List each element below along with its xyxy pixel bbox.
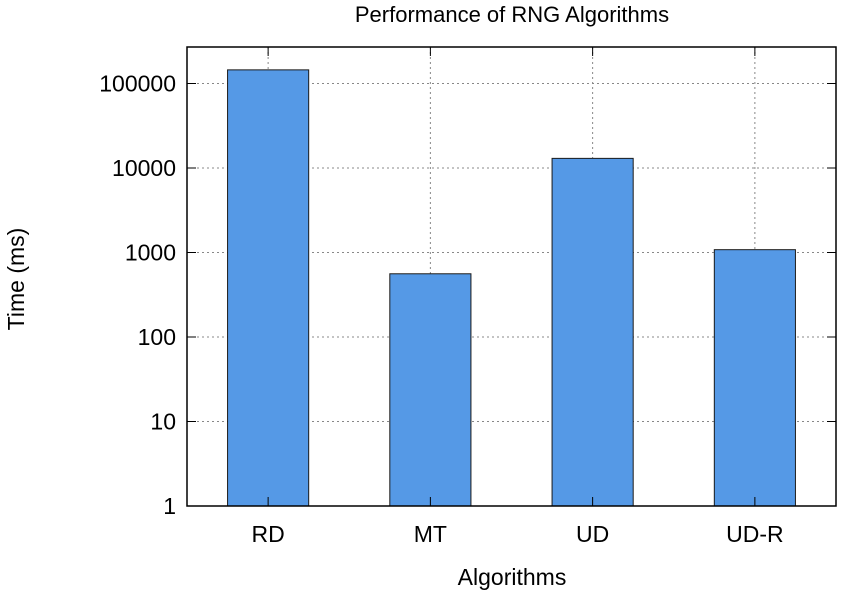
y-axis-ticks: 1 10 100 1000 10000 100000 (99, 71, 836, 519)
x-tick-label: UD (576, 521, 609, 547)
bar-ud (551, 157, 634, 507)
x-tick-label: UD-R (726, 521, 784, 547)
y-tick-label: 10000 (112, 155, 176, 181)
bar-mt (389, 273, 472, 507)
bar-rd (227, 69, 310, 507)
x-tick-label: MT (414, 521, 447, 547)
x-axis-title: Algorithms (458, 564, 567, 590)
chart-title: Performance of RNG Algorithms (355, 2, 669, 27)
bars (227, 69, 796, 507)
y-tick-label: 1 (163, 493, 176, 519)
y-tick-label: 100000 (99, 71, 176, 97)
y-axis-title: Time (ms) (3, 228, 29, 331)
x-axis-ticks: RD MT UD UD-R (252, 47, 784, 547)
y-tick-label: 10 (150, 409, 176, 435)
y-tick-label: 1000 (125, 240, 176, 266)
x-tick-label: RD (252, 521, 285, 547)
y-tick-label: 100 (138, 324, 176, 350)
plot-frame (186, 46, 837, 507)
bar-ud-r (713, 249, 796, 507)
